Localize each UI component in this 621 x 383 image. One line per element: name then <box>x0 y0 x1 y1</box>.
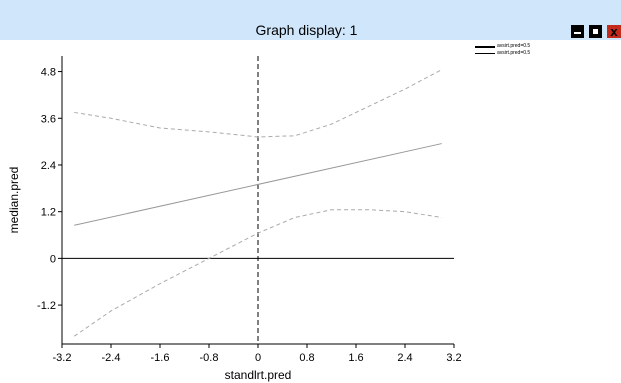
confidence-bound-line <box>73 209 442 337</box>
y-tick-label: -1.2 <box>37 300 56 312</box>
y-axis-title: median.pred <box>7 167 21 234</box>
y-tick-label: 4.8 <box>41 67 56 79</box>
x-tick-label: 0.8 <box>299 352 314 364</box>
legend-swatch-thin <box>475 53 495 54</box>
x-tick-label: 2.4 <box>397 352 412 364</box>
prediction-line <box>74 143 442 226</box>
y-tick-label: 1.2 <box>41 207 56 219</box>
x-tick-label: -3.2 <box>53 352 72 364</box>
window-title: Graph display: 1 <box>255 22 358 38</box>
x-tick-label: 0 <box>255 352 261 364</box>
x-tick-label: -2.4 <box>102 352 121 364</box>
title-bar[interactable]: Graph display: 1 x <box>0 0 621 40</box>
confidence-bound-line <box>74 69 442 138</box>
maximize-button[interactable] <box>589 25 602 38</box>
minimize-button[interactable] <box>571 25 584 38</box>
legend-item-thick: avsirt.pred=0.5 <box>475 43 595 51</box>
x-tick-label: -1.6 <box>151 352 170 364</box>
y-tick-label: 2.4 <box>41 160 56 172</box>
legend-item-thin: avsirt.pred=0.5 <box>475 50 595 58</box>
chart-area <box>0 40 621 383</box>
y-tick-label: 3.6 <box>41 113 56 125</box>
close-button[interactable]: x <box>607 25 621 38</box>
close-icon: x <box>610 24 618 39</box>
x-tick-label: -0.8 <box>200 352 219 364</box>
y-tick-label: 0 <box>50 253 56 265</box>
legend: avsirt.pred=0.5 avsirt.pred=0.5 <box>475 43 595 63</box>
x-tick-label: 3.2 <box>446 352 461 364</box>
legend-label-2: avsirt.pred=0.5 <box>497 50 531 56</box>
x-tick-label: 1.6 <box>348 352 363 364</box>
legend-label-1: avsirt.pred=0.5 <box>497 43 531 49</box>
legend-swatch-thick <box>475 46 495 48</box>
x-axis-title: standlrt.pred <box>225 368 292 382</box>
